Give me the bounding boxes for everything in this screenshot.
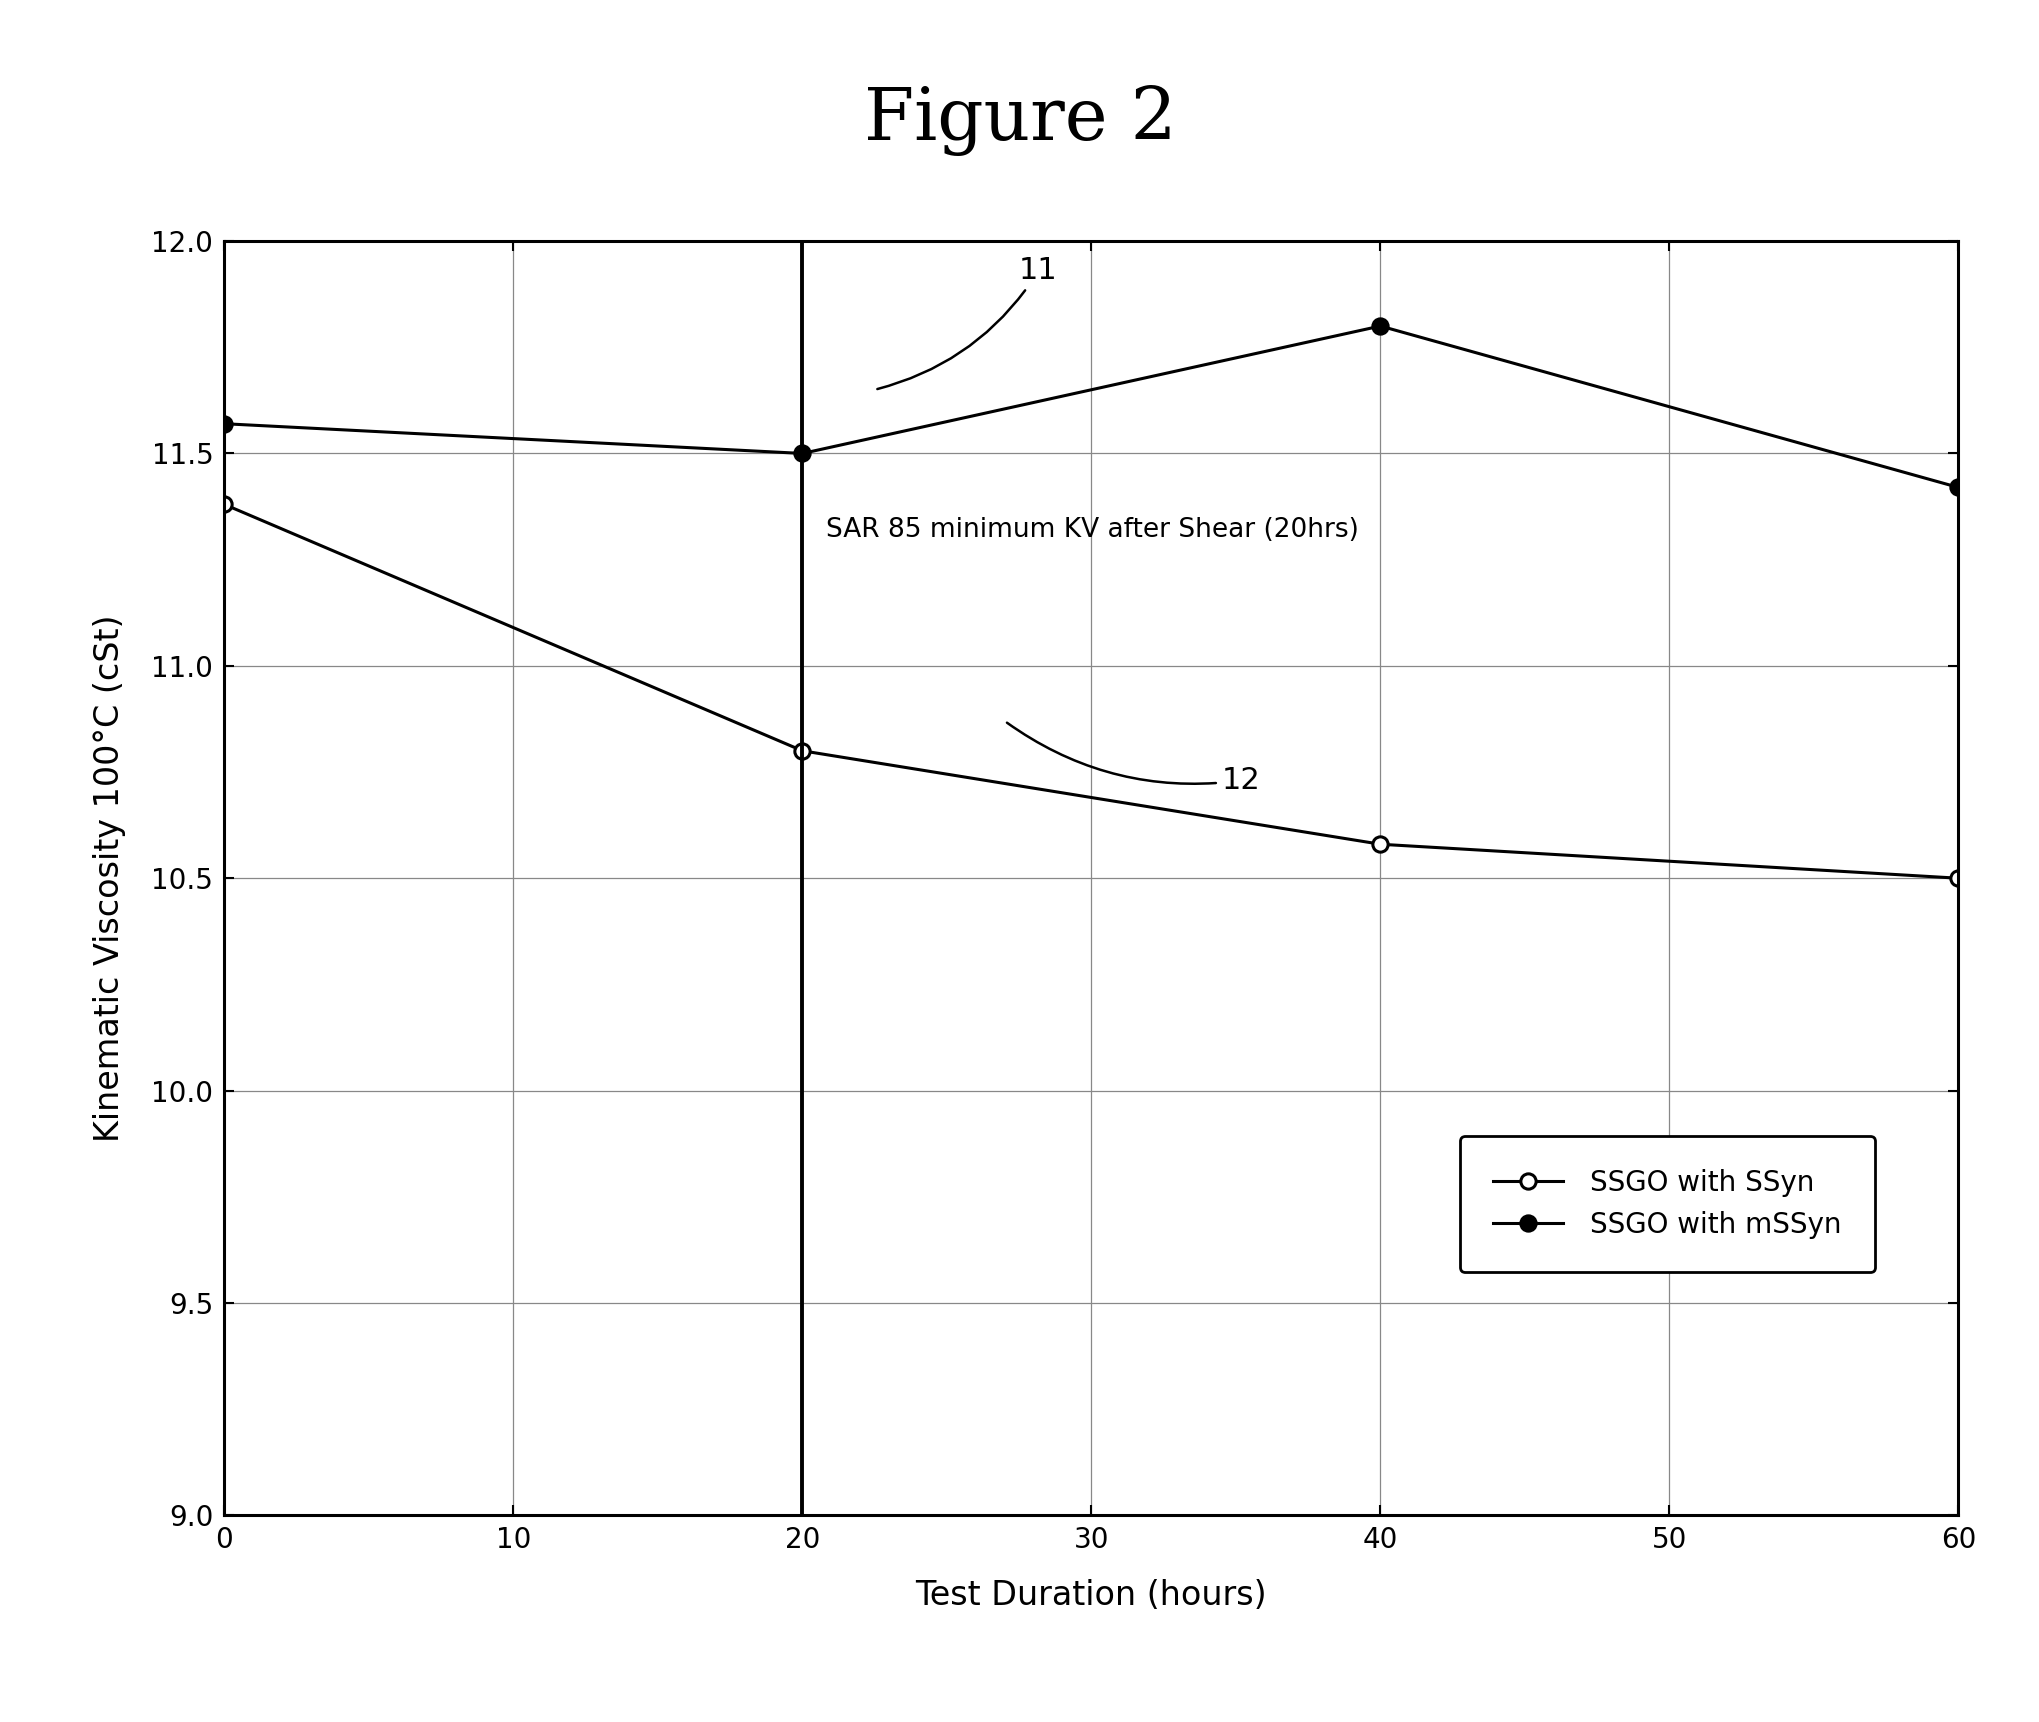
SSGO with SSyn <box>1368 833 1393 854</box>
SSGO with mSSyn <box>212 413 237 434</box>
SSGO with mSSyn <box>789 443 814 463</box>
Text: Figure 2: Figure 2 <box>862 84 1177 157</box>
SSGO with mSSyn <box>1368 315 1393 336</box>
Text: 12: 12 <box>1007 723 1260 796</box>
SSGO with SSyn <box>212 494 237 515</box>
Text: 11: 11 <box>877 257 1058 389</box>
Y-axis label: Kinematic Viscosity 100°C (cSt): Kinematic Viscosity 100°C (cSt) <box>94 615 126 1142</box>
SSGO with SSyn <box>1945 868 1970 889</box>
SSGO with mSSyn <box>1945 477 1970 498</box>
Line: SSGO with SSyn: SSGO with SSyn <box>216 496 1966 885</box>
X-axis label: Test Duration (hours): Test Duration (hours) <box>916 1579 1266 1612</box>
SSGO with SSyn <box>789 740 814 761</box>
Legend: SSGO with SSyn, SSGO with mSSyn: SSGO with SSyn, SSGO with mSSyn <box>1460 1135 1874 1273</box>
Line: SSGO with mSSyn: SSGO with mSSyn <box>216 319 1966 496</box>
Text: SAR 85 minimum KV after Shear (20hrs): SAR 85 minimum KV after Shear (20hrs) <box>826 517 1358 542</box>
